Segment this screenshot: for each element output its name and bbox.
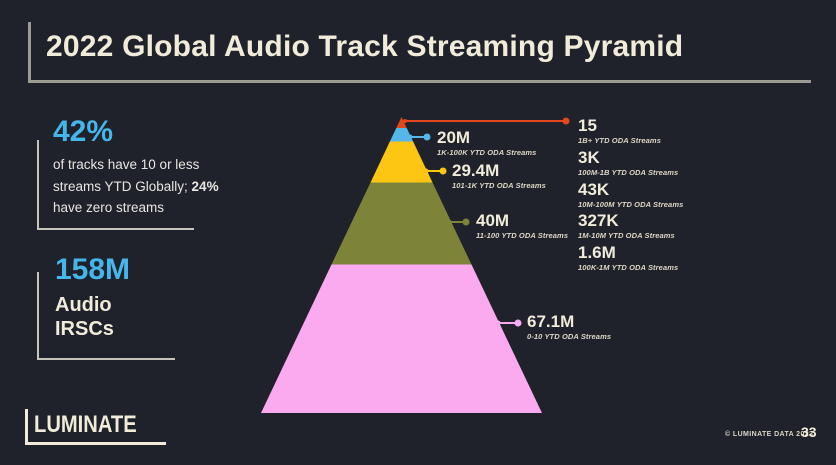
stat-label: Audio IRSCs: [55, 293, 130, 341]
tier-range: 0-10 YTD ODA Streams: [527, 332, 612, 341]
breakdown-range: 100K-1M YTD ODA Streams: [578, 263, 679, 272]
pyramid-tier-0-10-streams: [261, 264, 542, 413]
luminate-logo-text: LUMINATE: [34, 411, 137, 438]
connector-dot: [423, 133, 431, 141]
tier-value: 40M: [476, 211, 510, 230]
stat-value: 158M: [55, 253, 131, 286]
stat-isrc-count: 158M Audio IRSCs: [55, 254, 130, 341]
luminate-logo: LUMINATE: [25, 409, 167, 445]
stat-bracket: [37, 140, 194, 230]
breakdown-value: 327K: [578, 211, 619, 230]
breakdown-value: 1.6M: [578, 243, 616, 262]
stat-value: 42%: [53, 115, 114, 148]
connector-dot: [514, 319, 522, 327]
connector-dot: [495, 320, 501, 326]
breakdown-item-10m-100m: 43K 10M-100M YTD ODA Streams: [578, 181, 683, 209]
tier-label-0-10: 67.1M 0-10 YTD ODA Streams: [527, 313, 611, 341]
pyramid-tier-11-100-streams: [331, 182, 472, 265]
connector-dot: [423, 168, 429, 174]
breakdown-item-100m-1b: 3K 100M-1B YTD ODA Streams: [578, 149, 678, 177]
breakdown-item-1b-plus: 15 1B+ YTD ODA Streams: [578, 117, 661, 145]
breakdown-value: 43K: [578, 180, 610, 199]
breakdown-range: 1B+ YTD ODA Streams: [578, 136, 661, 145]
connector-dot: [462, 218, 470, 226]
connector-dot: [446, 219, 452, 225]
tier-range: 101-1K YTD ODA Streams: [452, 181, 546, 190]
breakdown-range: 1M-10M YTD ODA Streams: [578, 231, 675, 240]
stat-label-line2: IRSCs: [55, 318, 114, 340]
breakdown-item-100k-1m: 1.6M 100K-1M YTD ODA Streams: [578, 244, 678, 272]
breakdown-range: 100M-1B YTD ODA Streams: [578, 168, 679, 177]
tier-value: 67.1M: [527, 312, 575, 331]
tier-range: 1K-100K YTD ODA Streams: [437, 148, 537, 157]
breakdown-value: 15: [578, 116, 597, 135]
tier-label-11-100: 40M 11-100 YTD ODA Streams: [476, 212, 568, 240]
stat-bracket: [37, 272, 175, 360]
connector-dot: [439, 167, 447, 175]
pyramid-tier-1k-100k-streams: [389, 128, 414, 142]
connector-dot: [562, 117, 570, 125]
pyramid-tier-tip-1b-streams: [396, 117, 407, 128]
page-title: 2022 Global Audio Track Streaming Pyrami…: [46, 30, 684, 63]
tier-value: 29.4M: [452, 161, 500, 180]
tier-label-1k-100k: 20M 1K-100K YTD ODA Streams: [437, 129, 536, 157]
stat-label-line1: Audio: [55, 294, 112, 316]
stat-desc-bold: 24%: [191, 178, 219, 194]
connector-dot: [403, 119, 407, 123]
stat-streams-share: 42% of tracks have 10 or less streams YT…: [53, 116, 219, 219]
stat-desc-line2: streams YTD Globally;: [53, 178, 192, 194]
breakdown-range: 10M-100M YTD ODA Streams: [578, 200, 684, 209]
tier-label-101-1k: 29.4M 101-1K YTD ODA Streams: [452, 162, 546, 190]
tier-range: 11-100 YTD ODA Streams: [476, 231, 569, 240]
copyright-text: © LUMINATE DATA 2023: [725, 431, 814, 438]
pyramid-tier-101-1k-streams: [370, 141, 433, 183]
header-bracket: 2022 Global Audio Track Streaming Pyrami…: [28, 22, 811, 83]
breakdown-item-1m-10m: 327K 1M-10M YTD ODA Streams: [578, 212, 675, 240]
stat-description: of tracks have 10 or less streams YTD Gl…: [53, 154, 219, 219]
page-number: 33: [801, 424, 817, 440]
connector-dot: [407, 134, 413, 140]
tier-value: 20M: [437, 128, 471, 147]
stat-desc-line3: have zero streams: [53, 200, 165, 215]
breakdown-value: 3K: [578, 148, 600, 167]
stat-desc-line1: of tracks have 10 or less: [53, 157, 200, 172]
